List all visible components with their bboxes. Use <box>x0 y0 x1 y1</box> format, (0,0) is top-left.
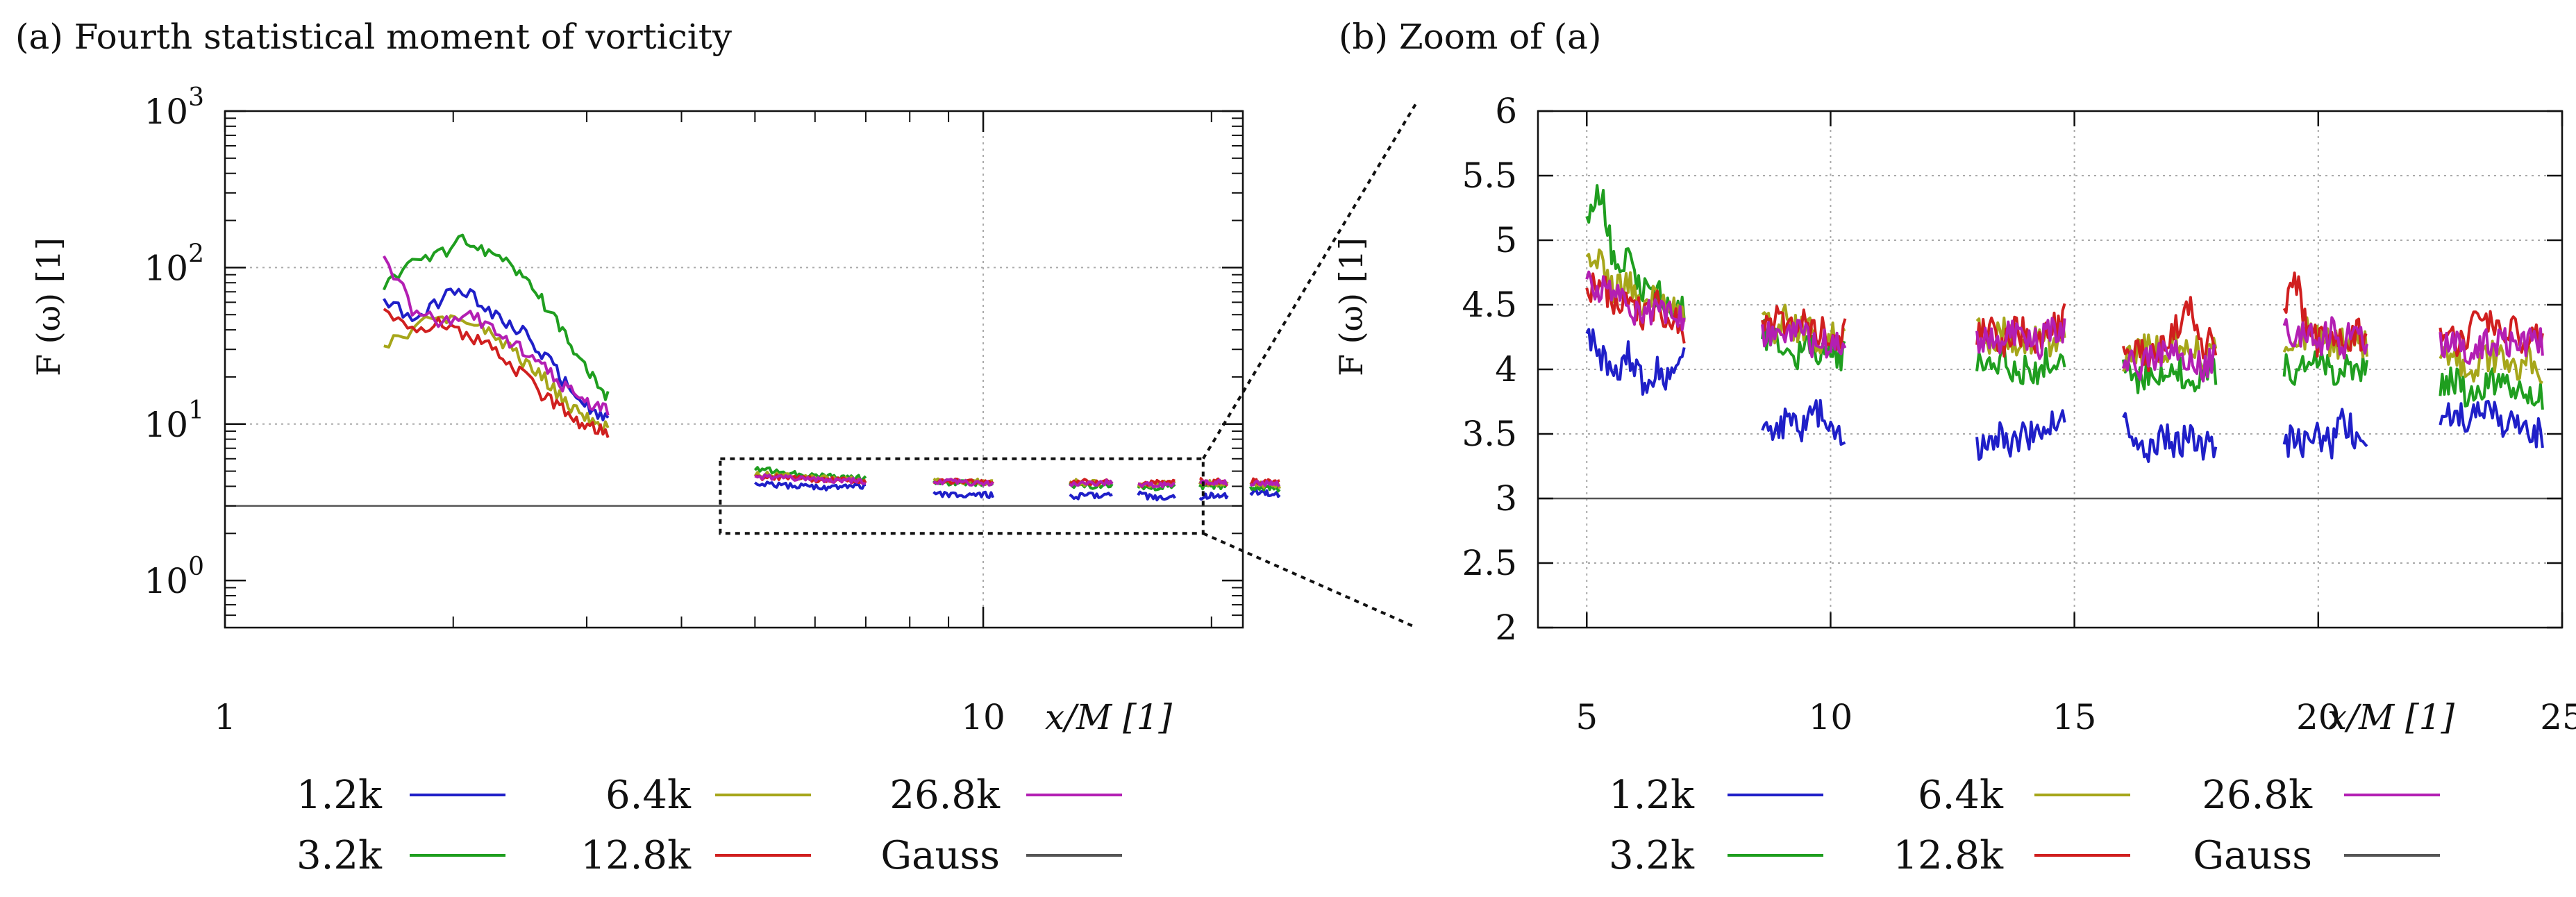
series-line-26-8k <box>2121 339 2216 383</box>
series-line-1-2k <box>1137 490 1176 502</box>
series-line-3-2k <box>1585 184 1686 320</box>
series-line-1-2k <box>1249 489 1281 498</box>
panel-b-x-tick-label: 20 <box>2296 697 2341 737</box>
panel-a-grid <box>225 111 1243 628</box>
legend-label-Gauss: Gauss <box>880 833 1000 878</box>
panel-a-x-tick-label: 10 <box>961 697 1005 737</box>
panel-b-y-tick-label: 6 <box>1495 91 1517 131</box>
legend-label-12-8k: 12.8k <box>1893 833 2004 878</box>
panel-a-y-tick-label: 101 <box>144 396 204 445</box>
panel-b-ticks: 2 2.5 3 3.5 4 4.5 5 5.5 6 5 10 15 20 25 <box>1462 91 2576 737</box>
panel-b-y-tick-label: 5.5 <box>1462 156 1517 196</box>
panel-b-y-axis-label: F (ω) [1] <box>1332 237 1370 376</box>
legend-label-6-4k: 6.4k <box>1918 773 2004 818</box>
panel-b-y-tick-label: 5 <box>1495 220 1517 260</box>
panel-b-title: (b) Zoom of (a) <box>1339 17 1602 57</box>
series-line-26-8k <box>1137 480 1176 489</box>
panel-b-y-tick-label: 2.5 <box>1462 543 1517 583</box>
panel-a-y-tick-label: 103 <box>144 83 204 132</box>
series-line-3-2k <box>382 233 610 401</box>
panel-a-frame <box>224 110 1244 629</box>
legend-label-12-8k: 12.8k <box>580 833 692 878</box>
panel-b-plot: 2 2.5 3 3.5 4 4.5 5 5.5 6 5 10 15 20 25 F (ω) [1] x/M… <box>1332 91 2576 737</box>
panel-b-y-tick-label: 2 <box>1495 607 1517 648</box>
series-line-3-2k <box>1975 343 2066 385</box>
panel-b-x-tick-label: 15 <box>2052 697 2097 737</box>
series-line-26-8k <box>2439 327 2544 365</box>
series-line-1-2k <box>1198 492 1229 501</box>
panel-b-x-tick-label: 5 <box>1575 697 1598 737</box>
legend-label-1-2k: 1.2k <box>296 773 383 818</box>
panel-b-y-tick-label: 4 <box>1495 349 1517 389</box>
series-line-26-8k <box>2282 316 2368 360</box>
legend-a: 1.2k 6.4k 26.8k 3.2k 12.8k Gauss <box>296 773 1122 878</box>
zoom-box <box>719 457 1205 535</box>
series-line-1-2k <box>1069 491 1113 501</box>
series-line-1-2k <box>1975 409 2066 461</box>
legend-label-6-4k: 6.4k <box>605 773 692 818</box>
panel-b-y-tick-label: 3.5 <box>1462 414 1517 454</box>
panel-b-x-tick-label: 10 <box>1809 697 1853 737</box>
series-line-1-2k <box>754 480 867 492</box>
panel-a-x-axis-label: x/M [1] <box>1045 697 1172 737</box>
legend-label-26-8k: 26.8k <box>889 773 1001 818</box>
panel-a-y-axis-label: F (ω) [1] <box>30 237 67 376</box>
panel-a-x-tick-label: 1 <box>214 697 236 737</box>
series-line-1-2k <box>932 490 994 499</box>
panel-a-y-tick-label: 102 <box>144 240 204 288</box>
panel-b-series <box>1585 184 2544 463</box>
zoom-connector-top <box>1202 101 1418 460</box>
panel-a-ticks: 100 101 102 103 1 10 <box>144 83 1243 737</box>
series-line-26-8k <box>1198 478 1228 486</box>
series-line-26-8k <box>932 478 994 487</box>
legend-label-26-8k: 26.8k <box>2202 773 2313 818</box>
panel-a-title: (a) Fourth statistical moment of vortici… <box>15 17 733 57</box>
series-line-1-2k <box>1585 328 1686 396</box>
series-line-1-2k <box>1761 399 1846 446</box>
series-line-1-2k <box>2282 408 2368 460</box>
panel-b-x-axis-label: x/M [1] <box>2327 697 2454 737</box>
series-line-1-2k <box>2439 399 2544 448</box>
panel-a-y-tick-label: 100 <box>144 553 204 601</box>
series-line-26-8k <box>1069 478 1114 487</box>
legend-label-1-2k: 1.2k <box>1609 773 1695 818</box>
series-line-26-8k <box>1761 319 1847 359</box>
panel-b-y-tick-label: 4.5 <box>1462 285 1517 325</box>
legend-label-Gauss: Gauss <box>2193 833 2312 878</box>
series-line-12-8k <box>2121 296 2218 372</box>
series-line-3-2k <box>2439 366 2544 410</box>
series-line-26-8k <box>1249 480 1281 487</box>
series-line-12-8k <box>383 308 610 439</box>
series-line-26-8k <box>1585 270 1686 331</box>
panel-b-y-tick-label: 3 <box>1495 478 1517 519</box>
panel-b-x-tick-label: 25 <box>2540 697 2576 737</box>
series-line-26-8k <box>383 255 610 416</box>
legend-label-3-2k: 3.2k <box>1609 833 1695 878</box>
panel-a-plot: 100 101 102 103 1 10 F (ω) [1] x/M [1] <box>30 83 1281 737</box>
series-line-1-2k <box>2122 412 2218 463</box>
legend-b: 1.2k 6.4k 26.8k 3.2k 12.8k Gauss <box>1609 773 2440 878</box>
panel-a-series <box>382 233 1281 502</box>
series-line-26-8k <box>754 473 867 486</box>
series-line-12-8k <box>1250 477 1280 485</box>
legend-label-3-2k: 3.2k <box>296 833 383 878</box>
series-line-1-2k <box>383 287 610 421</box>
series-line-26-8k <box>1975 317 2066 360</box>
series-line-3-2k <box>2282 350 2368 386</box>
